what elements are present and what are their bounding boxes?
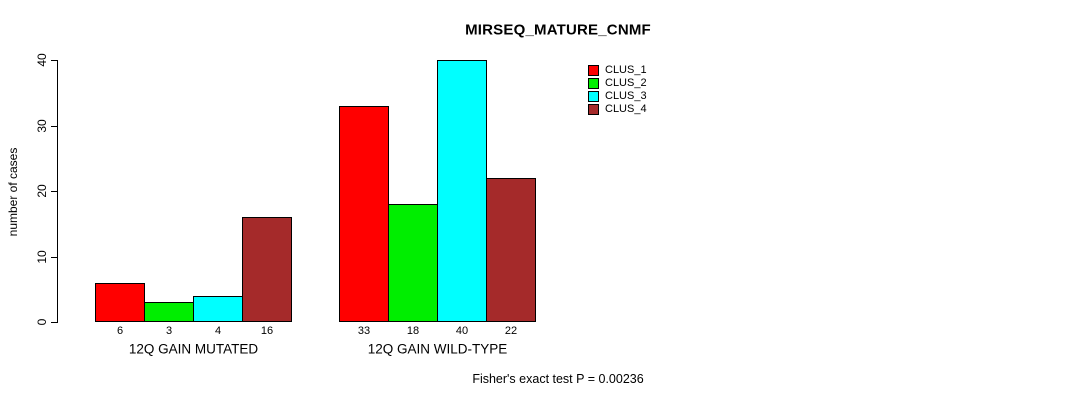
- y-axis-tick-label: 10: [35, 250, 49, 264]
- legend-label: CLUS_2: [605, 77, 647, 89]
- bar-clus_4-1: [242, 217, 292, 322]
- legend-swatch-icon: [588, 104, 599, 115]
- legend-swatch-icon: [588, 78, 599, 89]
- bar-value-label: 18: [406, 325, 420, 337]
- legend-swatch-icon: [588, 65, 599, 76]
- bar-clus_4-2: [486, 178, 536, 322]
- bar-clus_1-1: [95, 283, 145, 322]
- bar-clus_2-2: [388, 204, 438, 322]
- bar-value-label: 4: [214, 325, 222, 337]
- chart-title: MIRSEQ_MATURE_CNMF: [465, 21, 651, 39]
- y-axis-tick: [51, 126, 58, 127]
- y-axis-tick: [51, 257, 58, 258]
- y-axis-tick-label: 0: [35, 318, 49, 326]
- legend-label: CLUS_3: [605, 90, 647, 102]
- bar-value-label: 40: [455, 325, 469, 337]
- y-axis-tick-label: 40: [35, 53, 49, 67]
- x-axis-category-label: 12Q GAIN MUTATED: [128, 341, 259, 357]
- legend-item-clus_4: CLUS_4: [588, 103, 647, 116]
- bar-clus_1-2: [339, 106, 389, 322]
- stat-annotation: Fisher's exact test P = 0.00236: [472, 372, 644, 386]
- bar-value-label: 3: [165, 325, 173, 337]
- y-axis-tick-label: 20: [35, 184, 49, 198]
- bar-clus_3-2: [437, 60, 487, 322]
- bar-clus_2-1: [144, 302, 194, 322]
- y-axis-tick: [51, 191, 58, 192]
- legend-label: CLUS_4: [605, 103, 647, 115]
- legend-item-clus_1: CLUS_1: [588, 64, 647, 77]
- y-axis-tick: [51, 322, 58, 323]
- x-axis-category-label: 12Q GAIN WILD-TYPE: [367, 341, 508, 357]
- bar-clus_3-1: [193, 296, 243, 322]
- legend: CLUS_1 CLUS_2 CLUS_3 CLUS_4: [588, 64, 647, 116]
- bar-value-label: 33: [357, 325, 371, 337]
- bar-value-label: 22: [504, 325, 518, 337]
- legend-item-clus_2: CLUS_2: [588, 77, 647, 90]
- legend-label: CLUS_1: [605, 64, 647, 76]
- legend-item-clus_3: CLUS_3: [588, 90, 647, 103]
- bar-value-label: 6: [116, 325, 124, 337]
- y-axis-tick-label: 30: [35, 119, 49, 133]
- y-axis-tick: [51, 60, 58, 61]
- legend-swatch-icon: [588, 91, 599, 102]
- bar-value-label: 16: [260, 325, 274, 337]
- y-axis-title: number of cases: [6, 147, 20, 237]
